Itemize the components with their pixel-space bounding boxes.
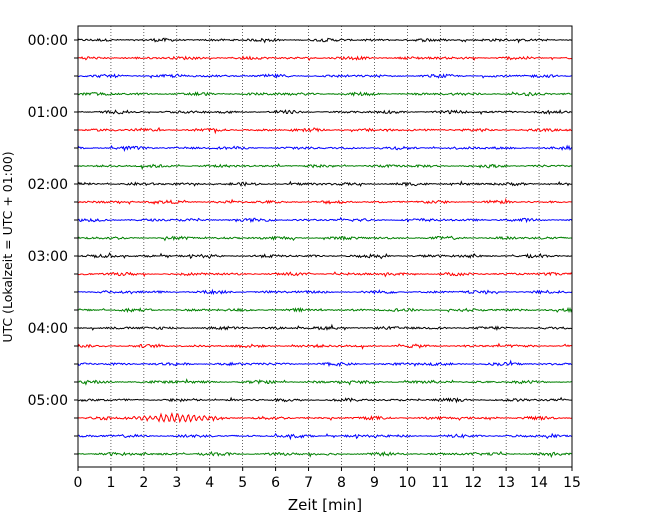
y-tick-label: 04:00 — [28, 321, 68, 337]
trace-line — [77, 396, 573, 404]
plot-frame — [77, 25, 573, 468]
trace-line — [77, 323, 573, 331]
trace-line — [78, 432, 573, 441]
trace-line — [77, 197, 573, 205]
x-tick-label: 3 — [172, 475, 181, 491]
trace-line — [77, 144, 573, 153]
y-tick-label: 00:00 — [28, 33, 68, 49]
y-tick-label: 02:00 — [28, 177, 68, 193]
x-tick-label: 15 — [563, 475, 581, 491]
trace-line — [77, 450, 573, 459]
x-tick-label: 12 — [464, 475, 482, 491]
x-tick-label: 7 — [304, 475, 313, 491]
y-axis-ticks: 00:00 01:00 02:00 03:00 04:00 05:00 — [28, 33, 78, 455]
trace-line — [77, 359, 573, 368]
trace-line — [77, 342, 573, 350]
y-tick-label: 05:00 — [28, 393, 68, 409]
trace-line — [77, 271, 573, 278]
x-tick-label: 8 — [337, 475, 346, 491]
trace-line — [77, 180, 573, 188]
x-tick-label: 2 — [139, 475, 148, 491]
trace-line — [77, 91, 573, 97]
trace-line — [77, 306, 573, 314]
trace-line — [77, 162, 573, 171]
trace-line — [77, 216, 573, 224]
x-tick-label: 10 — [398, 475, 416, 491]
y-tick-label: 01:00 — [28, 105, 68, 121]
trace-layer — [77, 37, 573, 459]
trace-line — [77, 55, 573, 62]
x-axis-ticks: 0 1 2 3 4 5 6 7 8 9 10 11 12 13 14 15 — [74, 467, 581, 491]
y-tick-label: 03:00 — [28, 249, 68, 265]
x-tick-label: 14 — [530, 475, 548, 491]
trace-line — [78, 72, 573, 79]
x-axis-label: Zeit [min] — [288, 496, 362, 514]
x-tick-label: 9 — [370, 475, 379, 491]
trace-line — [77, 235, 573, 242]
x-tick-label: 13 — [497, 475, 515, 491]
trace-line — [77, 411, 573, 424]
trace-line — [77, 126, 573, 135]
x-tick-label: 5 — [238, 475, 247, 491]
y-axis-label: UTC (Lokalzeit = UTC + 01:00) — [0, 151, 15, 342]
x-tick-label: 1 — [106, 475, 115, 491]
x-tick-label: 4 — [205, 475, 214, 491]
trace-line — [77, 378, 573, 386]
x-tick-label: 0 — [74, 475, 83, 491]
grid-layer — [77, 26, 573, 467]
trace-line — [77, 37, 573, 44]
trace-line — [77, 252, 573, 260]
trace-line — [77, 288, 573, 296]
x-tick-label: 6 — [271, 475, 280, 491]
trace-line — [77, 109, 573, 116]
x-tick-label: 11 — [431, 475, 449, 491]
